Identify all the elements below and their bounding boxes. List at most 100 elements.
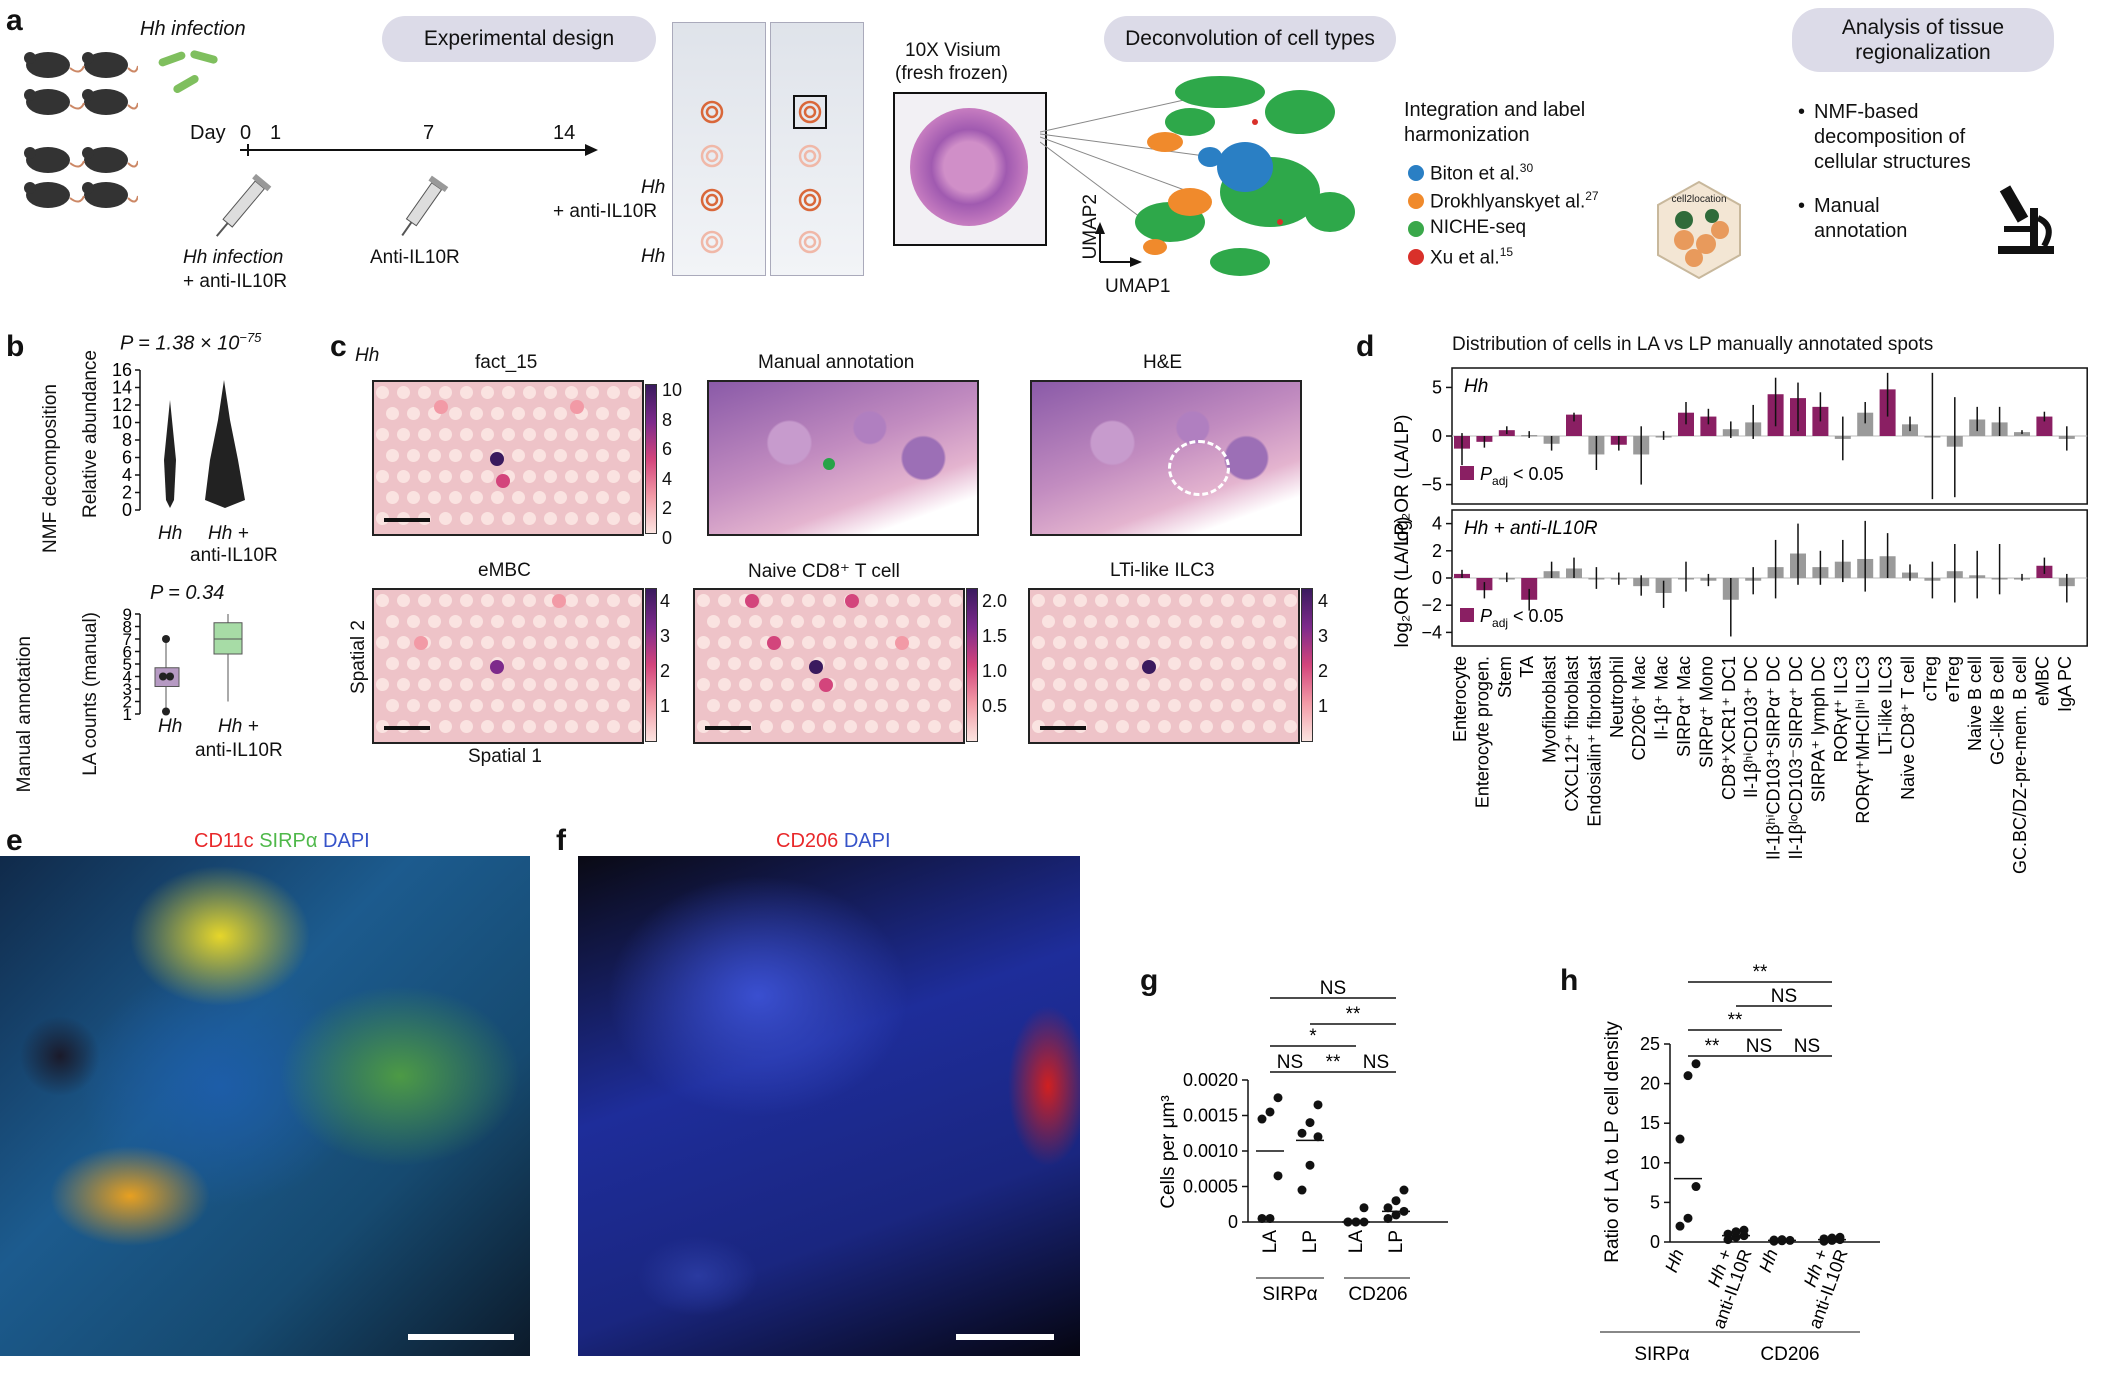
legend-label-niche-seq: NICHE-seq [1430, 217, 1527, 238]
spatial-spot [1116, 594, 1129, 607]
spatial-spot [886, 678, 899, 691]
spatial-spot [617, 699, 630, 712]
spatial-spot [833, 699, 846, 712]
spatial-spot [1126, 615, 1139, 628]
spatial-spot [533, 449, 546, 462]
spatial-spot [628, 594, 641, 607]
legend-dot-xu [1408, 249, 1424, 265]
b-top-ytick-label: 10 [112, 413, 132, 433]
spatial-spot [481, 594, 494, 607]
scale-bar [705, 726, 751, 730]
spatial-spot [470, 449, 483, 462]
spatial-spot [1252, 699, 1265, 712]
spatial-spot [544, 636, 557, 649]
spatial-spot [617, 615, 630, 628]
spatial-spot [460, 594, 473, 607]
spatial-spot [491, 615, 504, 628]
spatial-spot [502, 594, 515, 607]
spatial-spot [760, 720, 773, 733]
panel-e-label: e [6, 824, 23, 857]
spatial-spot [1168, 657, 1181, 670]
spatial-spot [617, 491, 630, 504]
spatial-spot [1189, 615, 1202, 628]
spatial-spot [1263, 678, 1276, 691]
h-point [1835, 1232, 1845, 1242]
panel-b-ylabel-bottom-inner: LA counts (manual) [80, 612, 101, 776]
spatial-spot [428, 699, 441, 712]
b-bot-point [162, 707, 170, 716]
b-bot-ytick-label: 7 [123, 630, 132, 649]
highlight-spot [1142, 660, 1156, 674]
spatial-spot [586, 720, 599, 733]
slide-label-hh: Hh [641, 246, 666, 267]
d-category-label: SIRPα⁺ Mac [1674, 656, 1694, 757]
h-point [1723, 1229, 1733, 1239]
highlight-spot [552, 594, 566, 608]
spatial-spot [449, 699, 462, 712]
syringe-icon-2 [401, 175, 449, 236]
g-point [1305, 1118, 1315, 1128]
spatial-spot [397, 636, 410, 649]
spatial-spot [896, 699, 909, 712]
spatial-spot [823, 720, 836, 733]
spatial-spot [1053, 636, 1066, 649]
h-point [1691, 1059, 1701, 1069]
b-bot-ytick-label: 8 [123, 618, 132, 637]
spatial-spot [460, 512, 473, 525]
spatial-spot [781, 636, 794, 649]
b-top-ytick-label: 6 [122, 448, 132, 468]
spatial-spot [628, 636, 641, 649]
spatial-spot [502, 636, 515, 649]
h-point [1819, 1234, 1829, 1244]
spatial-spot [596, 407, 609, 420]
spatial-spot [512, 449, 525, 462]
h-point [1675, 1134, 1685, 1144]
d-category-label: Naive B cell [1965, 656, 1985, 751]
b-top-violin-hh [164, 400, 176, 508]
spatial-spot [938, 657, 951, 670]
spatial-spot [449, 449, 462, 462]
spatial-spot [544, 720, 557, 733]
g-sig-label: * [1309, 1026, 1317, 1047]
spatial-spot [1105, 615, 1118, 628]
spatial-spot [565, 678, 578, 691]
panel-c-title-manual: Manual annotation [758, 352, 915, 373]
spatial-spot [1158, 720, 1171, 733]
spatial-spot [533, 657, 546, 670]
spatial-spot [1221, 636, 1234, 649]
panel-c-label: c [330, 330, 347, 363]
spatial-spot [865, 594, 878, 607]
panel-g-chart: 0.0020 0.0015 0.0010 0.0005 0 Cells per μm³ LA… [1160, 978, 1448, 1305]
highlight-spot [895, 636, 909, 650]
spatial-spot [1231, 699, 1244, 712]
spatial-spot [428, 657, 441, 670]
spatial-spot [707, 657, 720, 670]
spatial-spot [823, 594, 836, 607]
g-xlabel: LA [1260, 1230, 1281, 1254]
microscope-icon [1998, 185, 2054, 254]
panel-b-label: b [6, 330, 25, 363]
spatial-spot [586, 636, 599, 649]
spatial-spot [1032, 636, 1045, 649]
spatial-spot [896, 657, 909, 670]
spatial-spot [407, 699, 420, 712]
h-point [1675, 1221, 1685, 1231]
spatial-spot [1084, 657, 1097, 670]
d-category-label: eMBC [2032, 656, 2052, 706]
spatial-spot [1231, 657, 1244, 670]
h-point [1683, 1071, 1693, 1081]
spatial-spot [707, 699, 720, 712]
spatial-spot [544, 678, 557, 691]
h-sig-label: NS [1794, 1036, 1820, 1057]
panel-c-title-he: H&E [1143, 352, 1183, 373]
g-group-sirpa: SIRPα [1262, 1284, 1317, 1305]
g-xlabel: LP [1300, 1230, 1321, 1253]
spatial-spot [607, 386, 620, 399]
spatial-spot [449, 407, 462, 420]
cell2location-logo: cell2location [1657, 180, 1741, 280]
spatial-spot [791, 615, 804, 628]
spatial-spot [470, 657, 483, 670]
spatial-spot [1252, 657, 1265, 670]
spatial-spot [1200, 678, 1213, 691]
